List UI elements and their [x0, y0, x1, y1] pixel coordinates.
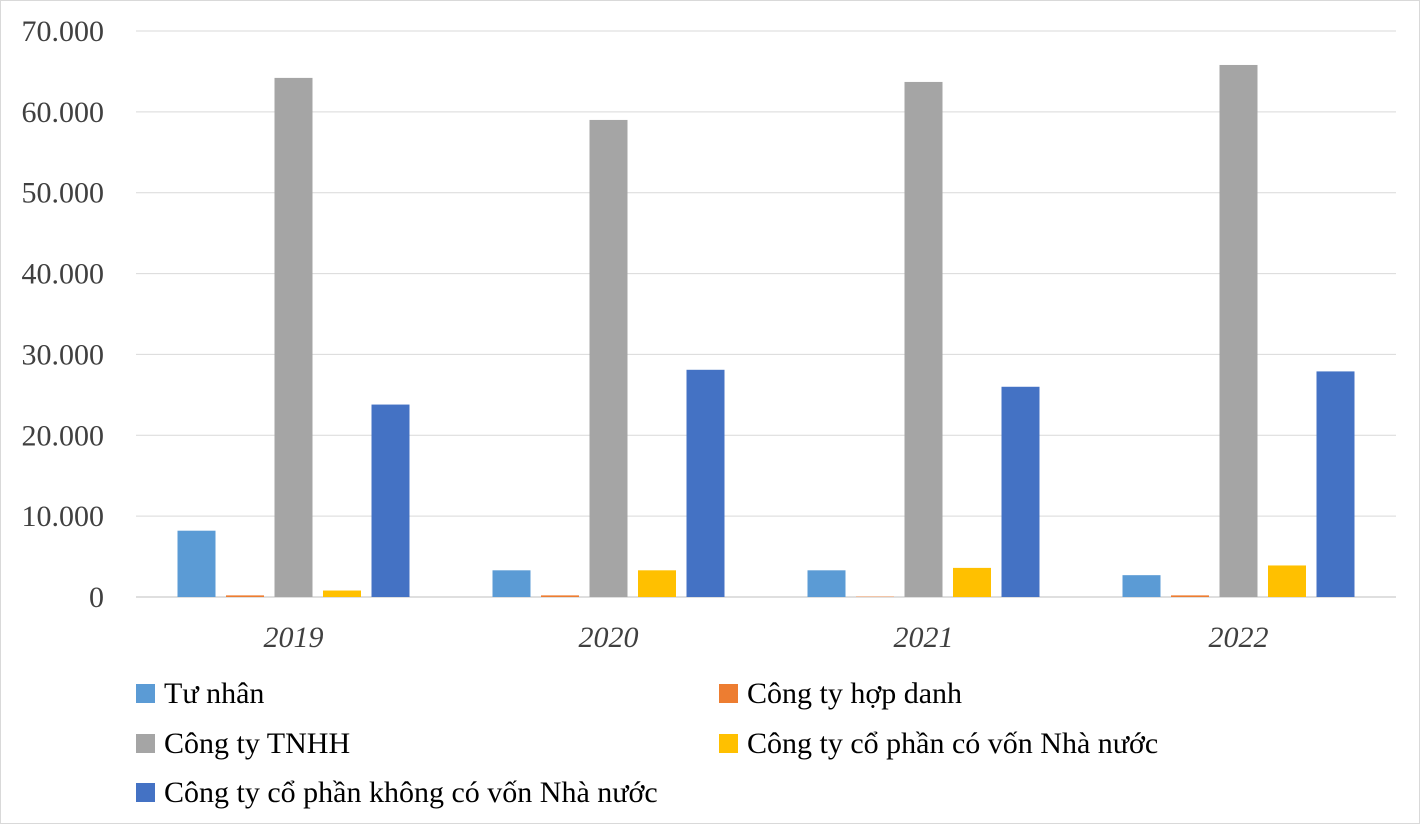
bar-2021-series-4 — [953, 568, 991, 597]
bar-2019-series-4 — [323, 591, 361, 597]
legend: Tư nhân Công ty hợp danh Công ty TNHH Công … — [136, 677, 1158, 809]
bar-2019-series-5 — [372, 405, 410, 597]
bar-2021-series-3 — [905, 82, 943, 597]
bar-2022-series-1 — [1123, 575, 1161, 597]
y-tick-label: 30.000 — [22, 338, 105, 371]
bar-2022-series-3 — [1220, 65, 1258, 597]
y-axis-tick-labels: 0 10.000 20.000 30.000 40.000 50.000 60.000 70.… — [22, 15, 105, 614]
bar-2020-series-4 — [638, 570, 676, 597]
y-tick-label: 50.000 — [22, 177, 105, 210]
bar-2021-series-5 — [1002, 387, 1040, 597]
y-tick-label: 0 — [89, 581, 104, 614]
y-tick-label: 60.000 — [22, 96, 105, 129]
legend-label: Công ty TNHH — [164, 727, 350, 760]
bar-2022-series-5 — [1317, 371, 1355, 597]
legend-swatch — [136, 684, 155, 703]
legend-swatch — [719, 734, 738, 753]
gridlines — [136, 31, 1396, 597]
bar-2020-series-5 — [687, 370, 725, 597]
y-tick-label: 40.000 — [22, 258, 105, 291]
bar-2019-series-2 — [226, 595, 264, 597]
y-tick-label: 70.000 — [22, 15, 105, 48]
bar-2020-series-1 — [493, 570, 531, 597]
bar-2019-series-1 — [178, 531, 216, 597]
x-tick-label: 2019 — [264, 621, 324, 654]
y-tick-label: 10.000 — [22, 500, 105, 533]
x-tick-label: 2022 — [1209, 621, 1269, 654]
bar-2020-series-3 — [590, 120, 628, 597]
x-axis-tick-labels: 2019 2020 2021 2022 — [264, 621, 1269, 654]
x-tick-label: 2020 — [579, 621, 639, 654]
legend-label: Công ty cổ phần không có vốn Nhà nước — [164, 776, 658, 809]
bars — [178, 65, 1355, 597]
legend-swatch — [136, 783, 155, 802]
legend-label: Công ty cổ phần có vốn Nhà nước — [747, 727, 1158, 760]
y-tick-label: 20.000 — [22, 419, 105, 452]
legend-swatch — [136, 734, 155, 753]
x-tick-label: 2021 — [894, 621, 954, 654]
bar-2021-series-1 — [808, 570, 846, 597]
legend-swatch — [719, 684, 738, 703]
bar-2022-series-2 — [1171, 595, 1209, 597]
legend-label: Công ty hợp danh — [747, 677, 962, 710]
bar-2022-series-4 — [1268, 565, 1306, 597]
bar-2020-series-2 — [541, 595, 579, 597]
legend-label: Tư nhân — [164, 677, 264, 710]
bar-2019-series-3 — [275, 78, 313, 597]
